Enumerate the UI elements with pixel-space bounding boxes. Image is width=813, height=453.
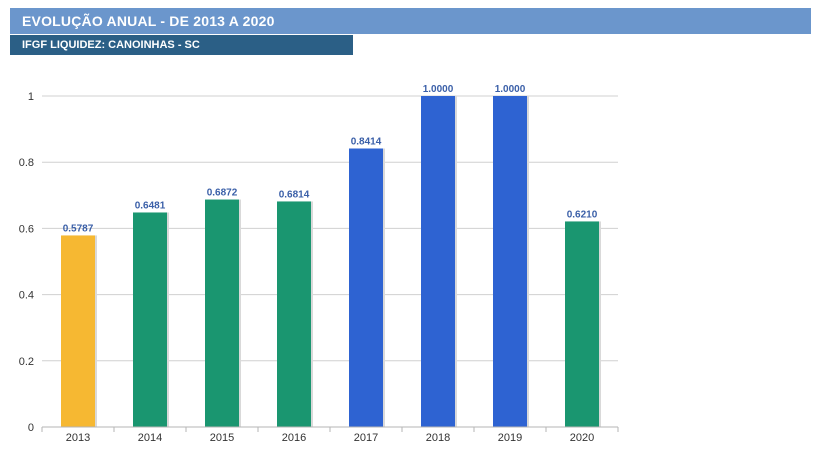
y-axis: 0 0.2 0.4 0.6 0.8 1 (19, 91, 34, 434)
y-tick-label: 0.2 (19, 356, 34, 368)
y-tick-label: 0 (28, 422, 34, 434)
data-label: 0.5787 (63, 223, 94, 234)
x-tick-label: 2016 (282, 432, 306, 444)
x-tick-label: 2015 (210, 432, 234, 444)
data-label: 1.0000 (423, 84, 454, 95)
bar-2017 (349, 148, 383, 428)
chart-subtitle: IFGF LIQUIDEZ: CANOINHAS - SC (10, 35, 353, 55)
bar-2013 (61, 235, 95, 427)
x-tick-label: 2018 (426, 432, 450, 444)
x-tick-label: 2013 (66, 432, 90, 444)
y-tick-label: 0.8 (19, 157, 34, 169)
data-label: 0.6872 (207, 188, 238, 199)
data-label: 0.6814 (279, 189, 310, 200)
x-tick-label: 2017 (354, 432, 378, 444)
x-tick-label: 2020 (570, 432, 594, 444)
data-label: 0.6481 (135, 200, 166, 211)
bars: 0.5787 0.6481 0.6872 0.6814 0.8414 1.0000 1.00… (61, 84, 601, 428)
data-label: 1.0000 (495, 84, 526, 95)
grid-lines (42, 95, 618, 428)
bar-2019 (493, 96, 527, 427)
data-label: 0.8414 (351, 136, 382, 147)
bar-2018 (421, 96, 455, 427)
chart-title: EVOLUÇÃO ANUAL - DE 2013 A 2020 (10, 8, 811, 34)
y-tick-label: 0.4 (19, 290, 34, 302)
y-tick-label: 0.6 (19, 223, 34, 235)
bar-2016 (277, 201, 311, 427)
bar-2014 (133, 212, 167, 427)
bar-2020 (565, 221, 599, 427)
y-tick-label: 1 (28, 91, 34, 103)
data-label: 0.6210 (567, 209, 598, 220)
x-tick-label: 2019 (498, 432, 522, 444)
bar-2015 (205, 199, 239, 427)
x-axis: 2013 2014 2015 2016 2017 2018 2019 2020 (41, 426, 619, 444)
x-tick-label: 2014 (138, 432, 162, 444)
